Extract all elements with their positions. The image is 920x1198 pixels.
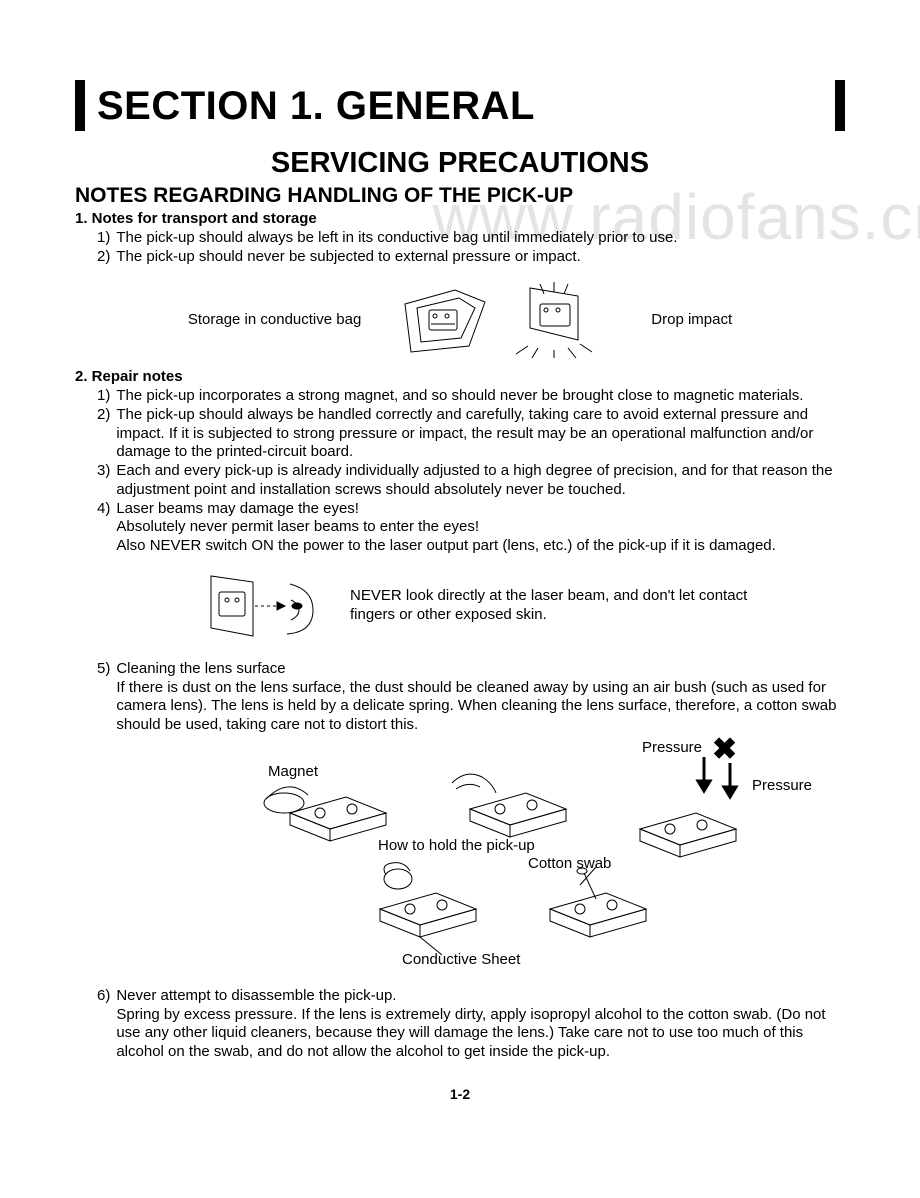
figure-row-laser: NEVER look directly at the laser beam, a…: [205, 566, 845, 646]
list-body-text: Spring by excess pressure. If the lens i…: [116, 1006, 825, 1061]
list-text: Laser beams may damage the eyes! Absolut…: [116, 500, 845, 556]
laser-eye-icon: [205, 566, 320, 646]
list-num: 1): [97, 229, 110, 248]
drop-impact-icon: [510, 280, 605, 358]
list-num: 2): [97, 248, 110, 267]
list-text: The pick-up should always be left in its…: [116, 229, 845, 248]
notes-2-list: 1) The pick-up incorporates a strong mag…: [97, 387, 845, 556]
section-title-box: SECTION 1. GENERAL: [75, 80, 845, 131]
list-num: 2): [97, 406, 110, 425]
list-num: 6): [97, 987, 110, 1006]
list-body-text: If there is dust on the lens surface, th…: [116, 679, 836, 734]
heading-notes-2: 2. Repair notes: [75, 368, 845, 387]
list-text: Cleaning the lens surface If there is du…: [116, 660, 845, 735]
laser-warning-text: NEVER look directly at the laser beam, a…: [350, 587, 790, 625]
notes-1-list: 1) The pick-up should always be left in …: [97, 229, 845, 267]
list-item: 6) Never attempt to disassemble the pick…: [97, 987, 845, 1062]
list-head: Cleaning the lens surface: [116, 660, 285, 677]
list-item: 1) The pick-up incorporates a strong mag…: [97, 387, 845, 406]
list-num: 4): [97, 500, 110, 519]
list-text: The pick-up should always be handled cor…: [116, 406, 845, 462]
list-head: Never attempt to disassemble the pick-up…: [116, 987, 396, 1004]
sub-title: SERVICING PRECAUTIONS: [75, 147, 845, 180]
list-text: The pick-up incorporates a strong magnet…: [116, 387, 845, 406]
fig-caption-bag: Storage in conductive bag: [188, 311, 361, 328]
list-num: 1): [97, 387, 110, 406]
list-item: 2) The pick-up should always be handled …: [97, 406, 845, 462]
list-item: 2) The pick-up should never be subjected…: [97, 248, 845, 267]
list-item: 5) Cleaning the lens surface If there is…: [97, 660, 845, 735]
heading-pickup: NOTES REGARDING HANDLING OF THE PICK-UP: [75, 184, 845, 208]
notes-2-list-c: 6) Never attempt to disassemble the pick…: [97, 987, 845, 1062]
section-title: SECTION 1. GENERAL: [97, 84, 823, 129]
list-item: 3) Each and every pick-up is already ind…: [97, 462, 845, 500]
figure-cleaning-diagram: Magnet Pressure ✖ Pressure How to hold t…: [150, 745, 770, 975]
page-number: 1-2: [75, 1086, 845, 1102]
notes-2-list-b: 5) Cleaning the lens surface If there is…: [97, 660, 845, 735]
list-num: 5): [97, 660, 110, 679]
heading-notes-1: 1. Notes for transport and storage: [75, 210, 845, 229]
figure-row-storage: Storage in conductive bag: [75, 280, 845, 358]
list-num: 3): [97, 462, 110, 481]
list-text: Never attempt to disassemble the pick-up…: [116, 987, 845, 1062]
bag-icon: [397, 280, 492, 358]
list-text: The pick-up should never be subjected to…: [116, 248, 845, 267]
list-text: Each and every pick-up is already indivi…: [116, 462, 845, 500]
list-item: 1) The pick-up should always be left in …: [97, 229, 845, 248]
fig-caption-drop: Drop impact: [651, 311, 732, 328]
list-item: 4) Laser beams may damage the eyes! Abso…: [97, 500, 845, 556]
